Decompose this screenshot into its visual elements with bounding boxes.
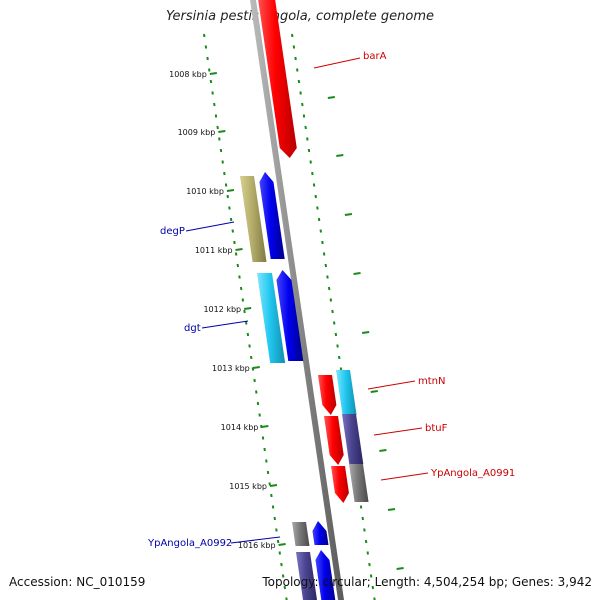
gene-dgt[interactable] — [276, 270, 304, 361]
ruler-tick: 1009 kbp — [178, 128, 344, 157]
ruler-tick: 1016 kbp — [238, 541, 404, 570]
gene-label-btuF: btuF — [425, 423, 448, 434]
ruler: 1008 kbp 1009 kbp 1010 kbp 1011 kbp 1012 kbp… — [169, 70, 404, 570]
ruler-tick-label: 1014 kbp — [221, 423, 259, 432]
ruler-tick: 1015 kbp — [229, 482, 396, 511]
gene-mtnN-cyan[interactable] — [336, 370, 357, 415]
gene-next-blue[interactable] — [315, 550, 336, 600]
gene-YpAngola_A0991[interactable] — [331, 466, 349, 503]
ruler-tick: 1014 kbp — [221, 423, 387, 452]
ruler-tick: 1012 kbp — [203, 305, 370, 334]
gene-features — [240, 0, 369, 600]
gene-btuF[interactable] — [324, 416, 344, 465]
gene-label-degP: degP — [160, 226, 185, 237]
gene-barA[interactable] — [257, 0, 297, 158]
gene-YpAngola_A0991-gray[interactable] — [349, 464, 369, 502]
ruler-tick-label: 1011 kbp — [195, 246, 233, 255]
ruler-tick-label: 1015 kbp — [229, 482, 267, 491]
gene-label-YpAngola_A0992: YpAngola_A0992 — [147, 538, 232, 549]
gene-label-mtnN: mtnN — [418, 376, 445, 387]
gene-labels: barA degP dgt mtnN btuF YpAngola_A0991 Y… — [147, 51, 515, 549]
ruler-tick: 1011 kbp — [195, 246, 361, 275]
topology-text: Topology: circular; Length: 4,504,254 bp… — [262, 575, 592, 589]
gene-YpAngola_A0992-gray[interactable] — [292, 522, 310, 546]
genome-backbone — [250, 0, 344, 600]
map-title: Yersinia pestis Angola, complete genome — [166, 9, 434, 24]
gene-next-slate[interactable] — [296, 552, 318, 600]
gene-dgt-cyan[interactable] — [257, 273, 286, 363]
accession-text: Accession: NC_010159 — [9, 575, 146, 589]
ruler-tick-label: 1009 kbp — [178, 128, 216, 137]
gene-mtnN[interactable] — [318, 375, 337, 415]
ruler-tick: 1008 kbp — [169, 70, 335, 99]
ruler-tick-label: 1016 kbp — [238, 541, 276, 550]
gene-degP[interactable] — [259, 172, 285, 259]
gene-label-YpAngola_A0991: YpAngola_A0991 — [430, 468, 515, 479]
gene-YpAngola_A0992[interactable] — [312, 521, 329, 545]
gene-btuF-slate[interactable] — [342, 414, 364, 464]
ruler-tick-label: 1010 kbp — [186, 187, 224, 196]
ruler-tick: 1010 kbp — [186, 187, 353, 216]
gene-label-dgt: dgt — [184, 323, 201, 334]
ruler-tick: 1013 kbp — [212, 364, 378, 393]
ruler-tick-label: 1008 kbp — [169, 70, 207, 79]
ruler-tick-label: 1012 kbp — [203, 305, 241, 314]
gene-label-barA: barA — [363, 51, 387, 62]
ruler-tick-label: 1013 kbp — [212, 364, 250, 373]
gene-degP-olive[interactable] — [240, 176, 267, 262]
